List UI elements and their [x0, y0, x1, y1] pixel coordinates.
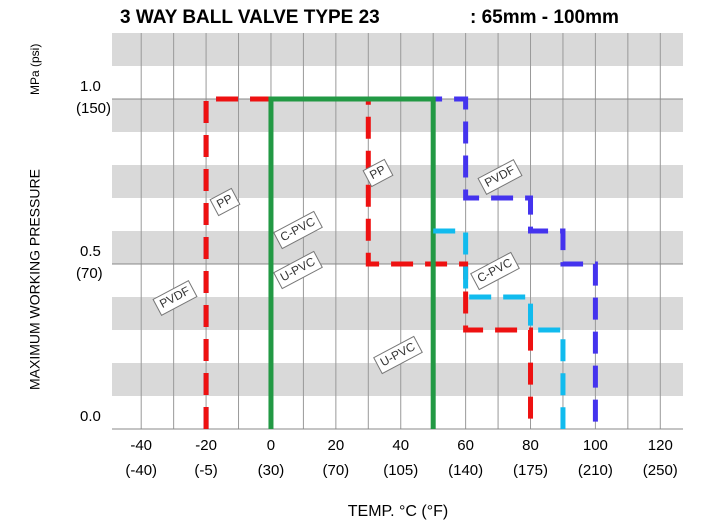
x-axis-label: TEMP. °C (°F)	[348, 503, 449, 520]
annotation-box	[362, 158, 394, 188]
stripe	[112, 99, 683, 132]
annotation-box	[373, 335, 423, 375]
x-tick-label: 0	[267, 437, 275, 454]
annotation-box	[209, 187, 241, 217]
x-tick-label-secondary: (140)	[448, 462, 483, 479]
x-tick-label-secondary: (-5)	[194, 462, 217, 479]
chart-title: 3 WAY BALL VALVE TYPE 23	[120, 7, 380, 28]
x-tick-label-secondary: (105)	[383, 462, 418, 479]
x-tick-label: 40	[392, 437, 409, 454]
y-tick-label-secondary: (70)	[76, 265, 103, 282]
y-tick-label: 0.5	[80, 243, 101, 260]
x-tick-label-secondary: (210)	[578, 462, 613, 479]
x-tick-label: -40	[130, 437, 152, 454]
x-tick-label: 120	[648, 437, 673, 454]
annotation-box	[477, 158, 523, 196]
annotation-box	[152, 279, 198, 317]
x-tick-label: -20	[195, 437, 217, 454]
annotation-box	[273, 210, 323, 250]
x-tick-label-secondary: (70)	[323, 462, 350, 479]
annotation: PP	[209, 187, 241, 217]
y-unit-label: MPa (psi)	[28, 44, 42, 95]
stripe	[112, 165, 683, 198]
annotation-label: PP	[367, 162, 388, 182]
x-tick-label-secondary: (-40)	[125, 462, 157, 479]
series-line	[203, 96, 534, 429]
x-tick-label: 100	[583, 437, 608, 454]
y-tick-label: 1.0	[80, 78, 101, 95]
x-tick-label: 80	[522, 437, 539, 454]
y-axis-label: MAXIMUM WORKING PRESSURE	[27, 169, 43, 390]
annotation: PP	[362, 158, 394, 188]
stripe	[112, 33, 683, 66]
series-line	[268, 96, 436, 429]
annotation-box	[273, 250, 323, 290]
x-tick-label-secondary: (250)	[643, 462, 678, 479]
annotation-label: PP	[214, 191, 235, 211]
annotation-box	[470, 251, 520, 291]
stripe	[112, 231, 683, 264]
y-tick-label: 0.0	[80, 408, 101, 425]
y-tick-label-secondary: (150)	[76, 100, 111, 117]
chart-subtitle: : 65mm - 100mm	[470, 7, 619, 28]
x-tick-label-secondary: (30)	[258, 462, 285, 479]
x-tick-label: 20	[328, 437, 345, 454]
x-tick-label: 60	[457, 437, 474, 454]
x-tick-label-secondary: (175)	[513, 462, 548, 479]
